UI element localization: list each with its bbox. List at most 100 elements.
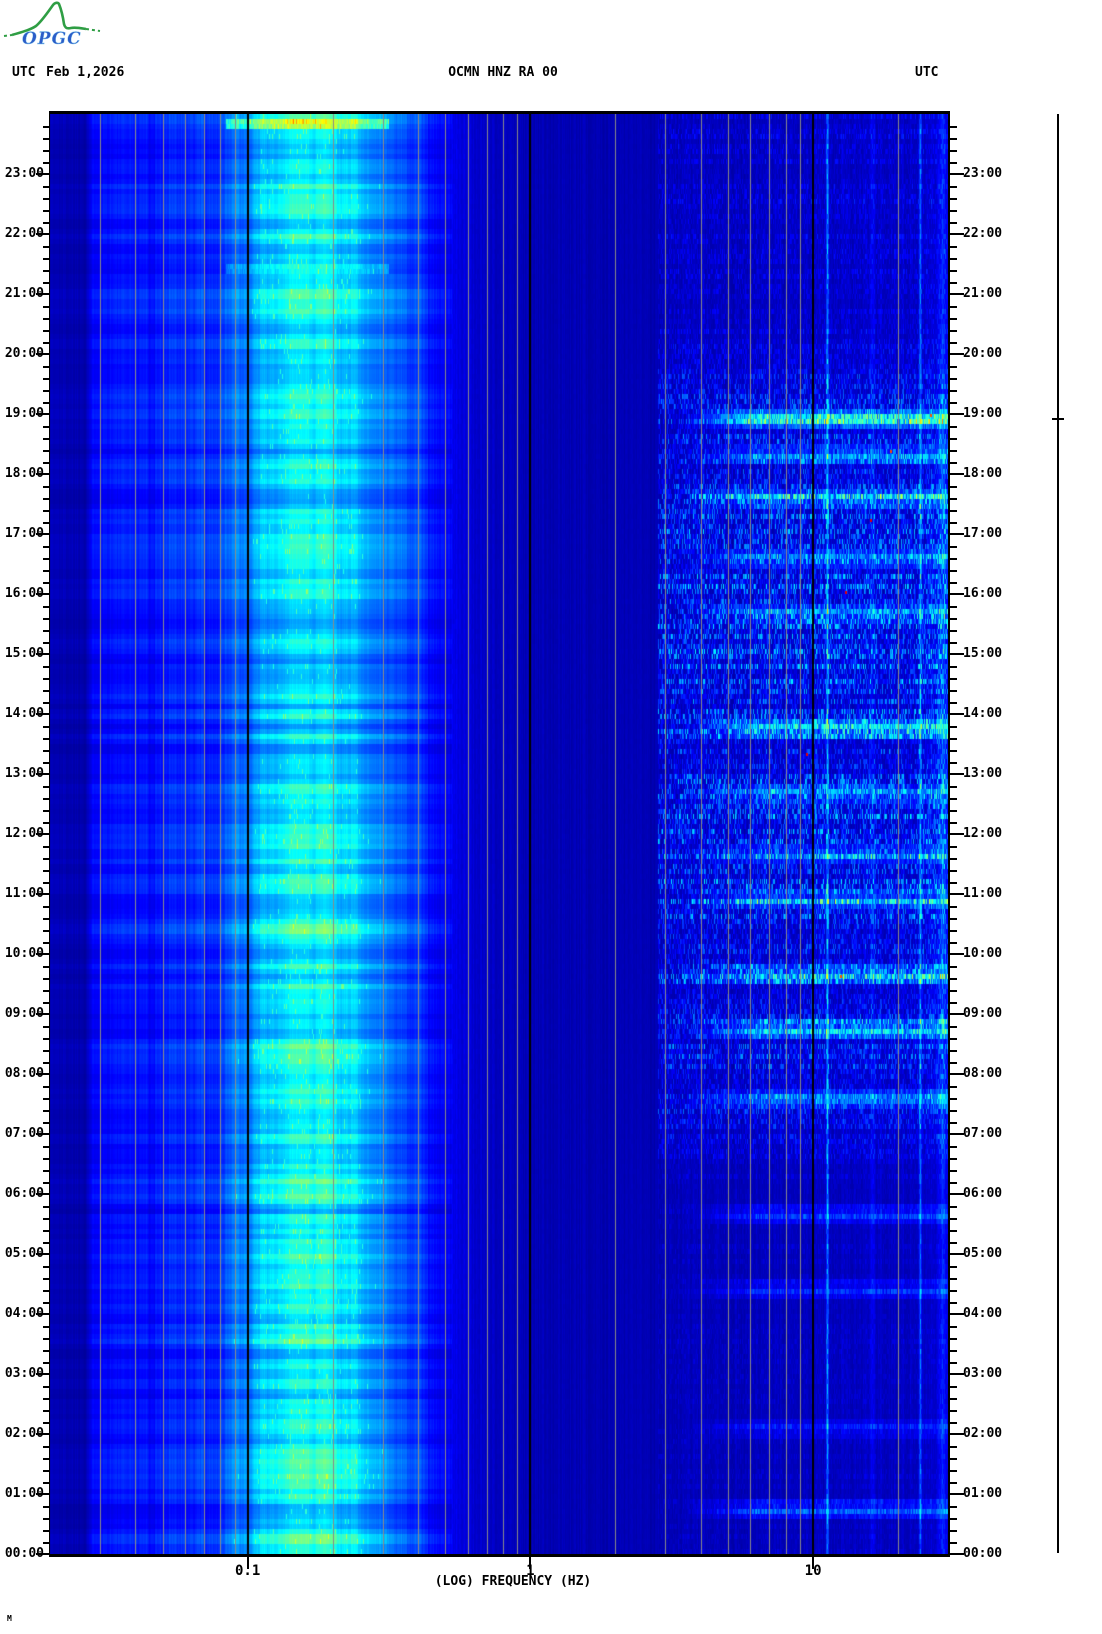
y-axis-label-left: 15:00 [4,646,44,661]
y-axis-label-left: 09:00 [4,1006,44,1021]
y-major-tick-left [36,713,50,715]
y-axis-label-right: 16:00 [963,586,1003,601]
y-minor-tick-right [950,330,957,332]
y-minor-tick-right [950,450,957,452]
y-minor-tick-right [950,546,957,548]
y-major-tick-right [950,1133,964,1135]
y-minor-tick-right [950,750,957,752]
y-minor-tick-left [43,1422,50,1424]
y-axis-label-left: 03:00 [4,1366,44,1381]
y-minor-tick-left [43,462,50,464]
y-axis-label-left: 14:00 [4,706,44,721]
y-axis-label-left: 07:00 [4,1126,44,1141]
y-minor-tick-left [43,1458,50,1460]
y-minor-tick-left [43,186,50,188]
y-minor-tick-left [43,1326,50,1328]
y-major-tick-right [950,893,964,895]
y-minor-tick-right [950,378,957,380]
y-axis-label-left: 05:00 [4,1246,44,1261]
y-major-tick-right [950,413,964,415]
y-minor-tick-right [950,1470,957,1472]
y-minor-tick-left [43,978,50,980]
y-minor-tick-left [43,1098,50,1100]
y-minor-tick-left [43,1002,50,1004]
y-minor-tick-right [950,402,957,404]
y-minor-tick-right [950,462,957,464]
y-minor-tick-left [43,282,50,284]
y-minor-tick-left [43,1530,50,1532]
y-minor-tick-left [43,1026,50,1028]
y-major-tick-right [950,293,964,295]
y-minor-tick-left [43,1146,50,1148]
y-axis-label-right: 18:00 [963,466,1003,481]
y-minor-tick-left [43,942,50,944]
y-major-tick-left [36,1013,50,1015]
x-axis-label: 1 [526,1563,535,1579]
y-minor-tick-right [950,870,957,872]
y-minor-tick-right [950,486,957,488]
y-minor-tick-right [950,990,957,992]
y-minor-tick-right [950,1458,957,1460]
y-minor-tick-left [43,1110,50,1112]
y-axis-label-right: 15:00 [963,646,1003,661]
y-major-tick-right [950,1073,964,1075]
y-minor-tick-left [43,630,50,632]
y-axis-label-right: 02:00 [963,1426,1003,1441]
y-axis-label-left: 22:00 [4,226,44,241]
y-minor-tick-left [43,906,50,908]
y-minor-tick-left [43,990,50,992]
x-axis-title: (LOG) FREQUENCY (HZ) [434,1574,592,1589]
utc-label-right: UTC [915,65,939,80]
y-minor-tick-left [43,1122,50,1124]
y-minor-tick-left [43,882,50,884]
y-major-tick-left [36,953,50,955]
y-major-tick-right [950,1433,964,1435]
y-minor-tick-left [43,366,50,368]
y-minor-tick-right [950,822,957,824]
y-minor-tick-right [950,882,957,884]
y-minor-tick-right [950,1158,957,1160]
y-minor-tick-right [950,1122,957,1124]
y-minor-tick-right [950,1062,957,1064]
y-major-tick-right [950,1373,964,1375]
y-minor-tick-left [43,702,50,704]
x-axis-label: 10 [804,1563,822,1579]
y-minor-tick-right [950,162,957,164]
y-minor-tick-left [43,258,50,260]
y-minor-tick-left [43,1518,50,1520]
y-major-tick-left [36,833,50,835]
y-minor-tick-right [950,1266,957,1268]
y-minor-tick-right [950,906,957,908]
y-minor-tick-right [950,198,957,200]
y-minor-tick-left [43,210,50,212]
y-axis-label-right: 04:00 [963,1306,1003,1321]
y-minor-tick-right [950,186,957,188]
y-minor-tick-left [43,618,50,620]
y-minor-tick-right [950,1338,957,1340]
y-minor-tick-right [950,1050,957,1052]
y-axis-label-left: 17:00 [4,526,44,541]
y-minor-tick-left [43,438,50,440]
y-minor-tick-left [43,1170,50,1172]
y-axis-label-right: 11:00 [963,886,1003,901]
y-minor-tick-right [950,942,957,944]
y-minor-tick-left [43,450,50,452]
y-minor-tick-right [950,138,957,140]
y-minor-tick-left [43,390,50,392]
y-minor-tick-left [43,1506,50,1508]
y-axis-label-left: 00:00 [4,1546,44,1561]
y-minor-tick-right [950,1350,957,1352]
y-minor-tick-right [950,1182,957,1184]
y-minor-tick-right [950,582,957,584]
y-major-tick-left [36,893,50,895]
y-major-tick-right [950,1013,964,1015]
y-axis-label-left: 10:00 [4,946,44,961]
y-minor-tick-right [950,678,957,680]
y-major-tick-right [950,713,964,715]
y-axis-label-right: 05:00 [963,1246,1003,1261]
y-minor-tick-right [950,522,957,524]
y-minor-tick-right [950,858,957,860]
y-minor-tick-left [43,918,50,920]
y-axis-label-left: 20:00 [4,346,44,361]
y-major-tick-left [36,1133,50,1135]
